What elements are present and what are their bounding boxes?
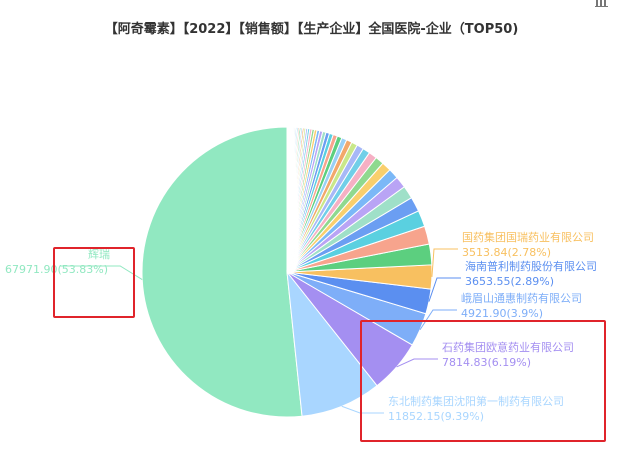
slice-label-value-0: 67971.90(53.83%) <box>5 263 108 276</box>
highlight-box-companies <box>360 320 606 442</box>
label-line-2 <box>396 358 438 368</box>
slice-label-value-3: 4921.90(3.9%) <box>461 307 543 320</box>
slice-label-name-0: 辉瑞 <box>88 247 110 261</box>
label-line-3 <box>419 309 457 331</box>
label-line-4 <box>428 277 461 302</box>
slice-label-name-2: 石药集团欧意药业有限公司 <box>442 340 574 354</box>
highlight-box-pfizer <box>53 247 135 318</box>
slice-label-value-2: 7814.83(6.19%) <box>442 356 531 369</box>
slice-label-name-1: 东北制药集团沈阳第一制药有限公司 <box>388 394 564 408</box>
data-view-icon[interactable] <box>595 0 609 10</box>
chart-title: 【阿奇霉素】【2022】【销售额】【生产企业】全国医院-企业（TOP50) <box>104 22 519 37</box>
slice-label-value-5: 3513.84(2.78%) <box>462 246 551 259</box>
pie-slice-1[interactable] <box>286 270 378 417</box>
slice-label-name-3: 峨眉山通惠制药有限公司 <box>461 291 582 305</box>
label-line-5 <box>431 248 458 277</box>
slice-label-name-4: 海南普利制药股份有限公司 <box>465 259 597 273</box>
slice-label-value-1: 11852.15(9.39%) <box>388 410 484 423</box>
pie-slice-minor-49[interactable] <box>286 126 289 273</box>
pie-slice-0[interactable] <box>141 126 303 418</box>
slice-label-value-4: 3653.55(2.89%) <box>465 275 554 288</box>
slice-label-name-5: 国药集团国瑞药业有限公司 <box>462 230 594 244</box>
